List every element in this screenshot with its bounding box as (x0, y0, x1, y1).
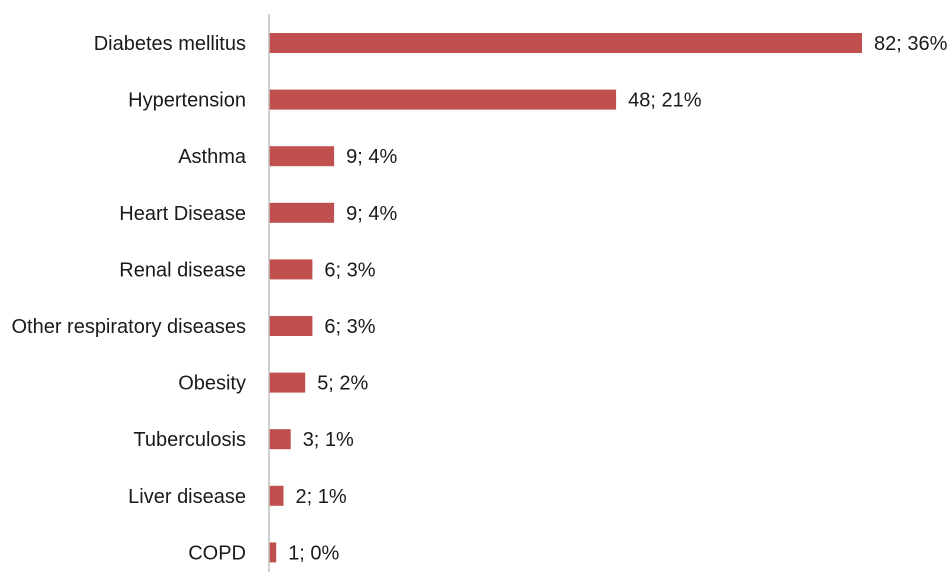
bar (269, 316, 313, 336)
data-label: 9; 4% (346, 203, 397, 225)
bar (269, 259, 313, 280)
category-label: Obesity (178, 373, 246, 395)
bar (269, 372, 306, 393)
data-label: 1; 0% (288, 542, 339, 564)
data-label: 6; 3% (324, 259, 375, 281)
category-label: Tuberculosis (133, 429, 246, 451)
category-label: Heart Disease (119, 203, 246, 225)
category-label: COPD (188, 542, 246, 564)
bar (269, 89, 617, 110)
data-label: 82; 36% (874, 33, 948, 55)
data-label: 5; 2% (317, 373, 368, 395)
category-label: Renal disease (119, 259, 246, 281)
bar (269, 485, 284, 506)
category-label: Diabetes mellitus (94, 33, 246, 55)
data-label: 6; 3% (324, 316, 375, 338)
category-labels-group: Diabetes mellitus Hypertension Asthma Heart… (11, 33, 246, 564)
category-label: Liver disease (128, 486, 246, 508)
data-label: 3; 1% (303, 429, 354, 451)
bar (269, 146, 335, 167)
data-label: 48; 21% (628, 90, 702, 112)
data-label: 9; 4% (346, 146, 397, 168)
bar (269, 429, 291, 450)
bar (269, 542, 277, 563)
data-label: 2; 1% (296, 486, 347, 508)
category-label: Hypertension (128, 90, 246, 112)
bars-group (269, 33, 862, 563)
category-label: Asthma (178, 146, 247, 168)
data-labels-group: 82; 36% 48; 21% 9; 4% 9; 4% 6; 3% 6; 3% 5; 2% 3… (288, 33, 947, 564)
bar (269, 202, 335, 223)
category-label: Other respiratory diseases (11, 316, 246, 338)
bar (269, 33, 862, 53)
